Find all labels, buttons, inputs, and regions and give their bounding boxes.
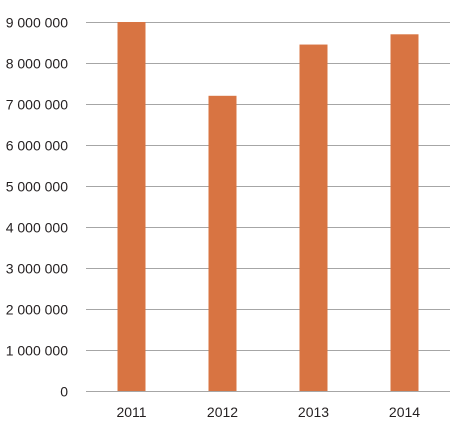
y-tick-label: 3 000 000 [6,261,68,277]
y-tick-label: 2 000 000 [6,302,68,318]
x-tick-label: 2014 [389,404,420,420]
bars [117,22,419,392]
x-tick-label: 2011 [116,404,146,420]
gridlines [86,22,450,392]
y-tick-label: 5 000 000 [6,179,68,195]
y-tick-label: 7 000 000 [6,97,68,113]
bar-2012 [208,95,237,392]
y-tick-label: 9 000 000 [6,15,68,31]
x-tick-label: 2012 [207,404,238,420]
y-tick-label: 0 [60,384,68,400]
x-axis-tick-labels: 2011 2012 2013 2014 [116,404,420,420]
bar-2013 [299,44,328,392]
x-tick-label: 2013 [298,404,329,420]
y-tick-label: 1 000 000 [6,343,68,359]
y-tick-label: 6 000 000 [6,138,68,154]
y-tick-label: 4 000 000 [6,220,68,236]
bar-2014 [390,34,419,392]
bar-2011 [117,22,146,391]
y-tick-label: 8 000 000 [6,56,68,72]
y-axis-tick-labels: 0 1 000 000 2 000 000 3 000 000 4 000 000 5 0… [6,15,69,400]
